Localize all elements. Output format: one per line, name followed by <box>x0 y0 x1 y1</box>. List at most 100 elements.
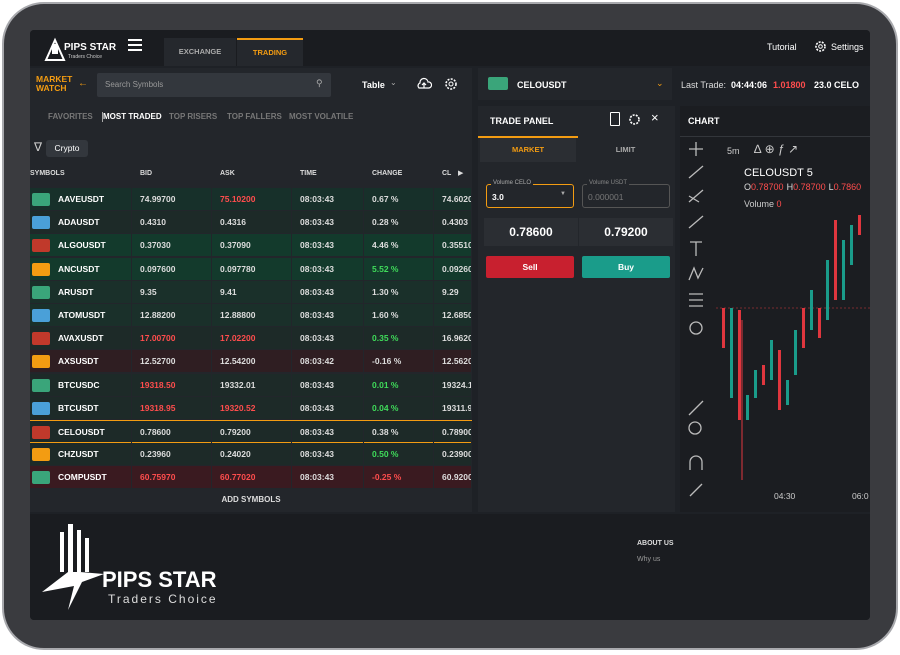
view-chevron: ⌄ <box>390 78 397 87</box>
table-row[interactable]: AVAXUSDT 17.00700 17.02200 08:03:43 0.35 % 16… <box>30 327 472 351</box>
sell-button[interactable]: Sell <box>486 256 574 278</box>
chart-period: 5 <box>806 167 813 179</box>
table-cell: 08:03:43 <box>292 280 364 304</box>
table-cell: 08:03:43 <box>292 327 364 351</box>
buy-price: 0.79200 <box>579 218 673 246</box>
logo-text: PIPS STAR <box>64 42 117 53</box>
table-row[interactable]: ARUSDT 9.35 9.41 08:03:43 1.30 % 9.29 <box>30 280 472 304</box>
table-row[interactable]: ALGOUSDT 0.37030 0.37090 08:03:43 4.46 % 0.35… <box>30 234 472 258</box>
table-cell: 08:03:43 <box>292 188 364 211</box>
time-label: 06:0 <box>852 491 869 501</box>
filter-tab[interactable]: MOST TRADED <box>103 112 162 121</box>
table-cell: 0.04 % <box>364 396 434 420</box>
view-select[interactable]: Table <box>362 80 385 90</box>
table-cell: 08:03:43 <box>292 466 364 490</box>
table-cell: 9.41 <box>212 280 292 304</box>
search-box[interactable] <box>97 73 331 97</box>
table-cell: 0.23960 <box>132 443 212 467</box>
table-cell: ARUSDT <box>50 280 132 304</box>
table-cell: BTCUSDC <box>50 373 132 397</box>
add-symbols-button[interactable]: ADD SYMBOLS <box>221 495 281 504</box>
table-row[interactable]: BTCUSDT 19318.95 19320.52 08:03:43 0.04 % 193… <box>30 396 472 420</box>
ohlc-line: O0.78700 H0.78700 L0.7860 <box>744 182 864 192</box>
why-link[interactable]: Why us <box>637 556 661 563</box>
table-cell: 1.30 % <box>364 280 434 304</box>
table-cell: 0.79200 <box>212 421 292 444</box>
menu-icon[interactable] <box>128 39 142 51</box>
table-cell: 0.38 % <box>364 421 434 444</box>
last-trade-price: 1.01800 <box>773 80 806 90</box>
table-row[interactable]: COMPUSDT 60.75970 60.77020 08:03:43 -0.25 % 6… <box>30 466 472 490</box>
table-row[interactable]: ATOMUSDT 12.88200 12.88800 08:03:43 1.60 % 12… <box>30 304 472 327</box>
calendar-icon[interactable] <box>610 112 620 126</box>
volume-celo-label: Volume CELO <box>491 180 534 186</box>
footer-logo-text: PIPS STAR <box>102 567 217 592</box>
symbol-icon <box>32 239 50 253</box>
tab-trading[interactable]: TRADING <box>237 38 303 66</box>
about-link[interactable]: ABOUT US <box>637 540 674 547</box>
ohlc-label: O <box>744 182 752 192</box>
symbol-icon <box>32 401 50 415</box>
table-cell: 19320.52 <box>212 396 292 420</box>
volume-dropdown[interactable]: ▼ <box>560 191 566 197</box>
table-cell: ANCUSDT <box>50 257 132 281</box>
category-chip[interactable]: Crypto <box>46 140 88 157</box>
filter-tab[interactable]: MOST VOLATILE <box>289 112 354 121</box>
tutorial-link[interactable]: Tutorial <box>767 42 797 52</box>
symbol-icon <box>32 426 50 439</box>
symbol-selector[interactable] <box>478 68 672 100</box>
upload-icon[interactable] <box>416 77 432 91</box>
symbol-icon <box>32 285 50 299</box>
search-icon: ⚲ <box>316 78 323 88</box>
table-cell: 19318.50 <box>132 373 212 397</box>
table-cell: 19318.95 <box>132 396 212 420</box>
filter-tab[interactable]: TOP FALLERS <box>227 112 282 121</box>
candles <box>716 215 870 480</box>
table-cell: 12.5620 <box>434 350 472 374</box>
table-row[interactable]: AAVEUSDT 74.99700 75.10200 08:03:43 0.67 % 74… <box>30 188 472 211</box>
table-row[interactable]: CELOUSDT 0.78600 0.79200 08:03:43 0.38 % 0.78… <box>30 420 472 444</box>
symbol-icon <box>32 216 50 230</box>
symbol-icon <box>32 355 50 369</box>
symbol-icon <box>32 309 50 322</box>
symbol-icon <box>32 378 50 392</box>
table-row[interactable]: ADAUSDT 0.4310 0.4316 08:03:43 0.28 % 0.4303 <box>30 211 472 235</box>
table-cell: 12.88200 <box>132 304 212 327</box>
table-cell: 08:03:43 <box>292 421 364 444</box>
tab-limit[interactable]: LIMIT <box>615 145 636 154</box>
table-cell: ATOMUSDT <box>50 304 132 327</box>
panel-settings-icon[interactable] <box>444 77 458 91</box>
buy-button[interactable]: Buy <box>582 256 670 278</box>
filter-tab[interactable]: FAVORITES <box>48 112 93 121</box>
table-cell: 74.6020 <box>434 188 472 211</box>
market-watch-title: MARKET WATCH <box>36 74 73 93</box>
table-cell: 1.60 % <box>364 304 434 327</box>
settings-icon[interactable] <box>814 40 827 53</box>
table-cell: ADAUSDT <box>50 211 132 235</box>
tab-market[interactable]: MARKET <box>480 138 576 162</box>
chart-toolbar-icons[interactable]: ∆ ⊕ ƒ ↗ <box>754 142 799 156</box>
close-button[interactable]: × <box>651 110 659 125</box>
scroll-arrow: ▶ <box>458 170 464 177</box>
settings-link[interactable]: Settings <box>831 42 864 52</box>
ohlc-label: L <box>828 182 834 192</box>
symbol-icon <box>32 193 50 206</box>
table-cell: 17.00700 <box>132 327 212 351</box>
header <box>30 30 870 66</box>
interval[interactable]: 5m <box>727 146 740 156</box>
trade-settings-icon[interactable] <box>628 113 641 126</box>
table-row[interactable]: BTCUSDC 19318.50 19332.01 08:03:43 0.01 % 193… <box>30 373 472 397</box>
trade-panel <box>478 106 675 512</box>
table-cell: CHZUSDT <box>50 443 132 467</box>
table-cell: 0.09260 <box>434 257 472 281</box>
table-cell: 0.097780 <box>212 257 292 281</box>
table-row[interactable]: ANCUSDT 0.097600 0.097780 08:03:43 5.52 % 0.0… <box>30 257 472 281</box>
filter-tab[interactable]: TOP RISERS <box>169 112 218 121</box>
table-cell: 19311.9 <box>434 396 472 420</box>
back-arrow[interactable]: ← <box>78 78 88 89</box>
tab-exchange[interactable]: EXCHANGE <box>164 38 236 66</box>
table-cell: 08:03:43 <box>292 443 364 467</box>
table-row[interactable]: AXSUSDT 12.52700 12.54200 08:03:42 -0.16 % 12… <box>30 350 472 374</box>
table-row[interactable]: CHZUSDT 0.23960 0.24020 08:03:43 0.50 % 0.239… <box>30 443 472 467</box>
table-cell: COMPUSDT <box>50 466 132 490</box>
